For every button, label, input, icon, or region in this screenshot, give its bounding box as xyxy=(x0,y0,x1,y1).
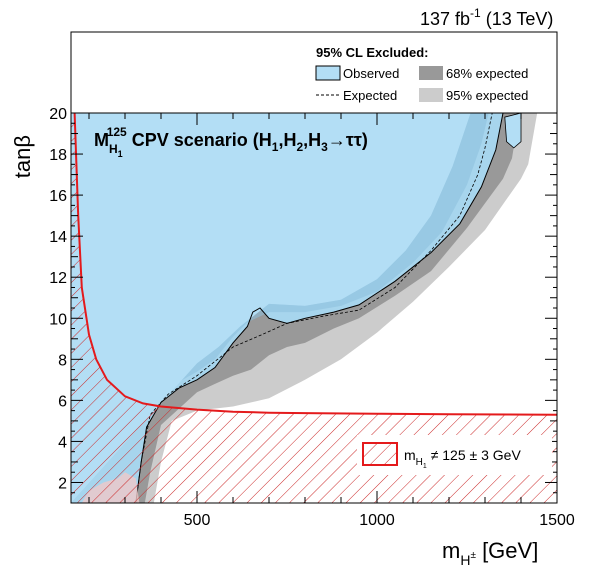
lumi-label: 137 fb-1 (13 TeV) xyxy=(420,6,553,29)
hatch-legend-m: m xyxy=(404,447,416,463)
scenario-s3: 3 xyxy=(321,140,328,154)
hatch-legend-swatch xyxy=(362,442,398,466)
y-tick-label-8: 8 xyxy=(58,352,67,369)
legend-band95-label: 95% expected xyxy=(446,88,528,103)
scenario-label: MH1125 CPV scenario (H1,H2,H3→ττ) xyxy=(94,125,368,159)
scenario-sub: H xyxy=(109,142,118,156)
svg-text:mH± [GeV]: mH± [GeV] xyxy=(442,538,538,568)
legend-band68-swatch xyxy=(419,66,443,80)
y-tick-label-10: 10 xyxy=(49,311,67,328)
scenario-rest: CPV scenario (H xyxy=(127,130,272,150)
y-tick-label-2: 2 xyxy=(58,475,67,492)
hatch-boundary xyxy=(73,113,557,416)
lumi-sup: -1 xyxy=(470,6,481,20)
scenario-m: M xyxy=(94,130,109,150)
x-axis-label: mH± [GeV] xyxy=(442,538,538,568)
legend-frame xyxy=(70,31,558,114)
expected-line xyxy=(135,113,493,503)
scenario-s1: 1 xyxy=(272,140,279,154)
x-tick-label-1500: 1500 xyxy=(539,512,575,529)
scenario-arrow: →ττ) xyxy=(328,130,368,150)
scenario-s2: 2 xyxy=(296,140,303,154)
xlabel-sub: H xyxy=(460,552,470,568)
y-tick-label-12: 12 xyxy=(49,270,67,287)
y-tick-label-18: 18 xyxy=(49,147,67,164)
y-tick-label-16: 16 xyxy=(49,188,67,205)
legend-title: 95% CL Excluded: xyxy=(316,45,428,60)
x-tick-label-500: 500 xyxy=(184,512,211,529)
scenario-sup: 125 xyxy=(107,125,127,139)
observed-island xyxy=(504,113,522,149)
y-tick-label-4: 4 xyxy=(58,434,67,451)
y-tick-label-6: 6 xyxy=(58,393,67,410)
xlabel-subsup: ± xyxy=(470,550,476,561)
y-tick-label-14: 14 xyxy=(49,229,67,246)
legend-band95-swatch xyxy=(419,88,443,102)
legend-band68-label: 68% expected xyxy=(446,66,528,81)
xlabel-m: m xyxy=(442,538,460,563)
scenario-comma1: ,H xyxy=(278,130,296,150)
lumi-main: 137 fb xyxy=(420,9,470,29)
legend-expected-label: Expected xyxy=(343,88,397,103)
plot-layer xyxy=(71,113,557,503)
svg-text:MH1125 CPV scenario (H1,H2,H3→: MH1125 CPV scenario (H1,H2,H3→ττ) xyxy=(94,125,368,159)
hatch-legend-post: ≠ 125 ± 3 GeV xyxy=(427,447,522,463)
xlabel-unit: [GeV] xyxy=(476,538,538,563)
hatch-legend: mH1 ≠ 125 ± 3 GeV xyxy=(357,435,552,475)
x-tick-label-1000: 1000 xyxy=(359,512,395,529)
observed-core xyxy=(71,113,471,503)
lumi-tail: (13 TeV) xyxy=(481,9,554,29)
hatch-legend-subsub: 1 xyxy=(423,463,427,470)
hatch-legend-sub: H xyxy=(416,457,423,468)
scenario-comma2: ,H xyxy=(303,130,321,150)
y-axis-label: tanβ xyxy=(10,135,35,178)
y-tick-label-20: 20 xyxy=(49,106,67,123)
svg-text:137 fb-1 (13 TeV): 137 fb-1 (13 TeV) xyxy=(420,6,553,29)
legend-observed-label: Observed xyxy=(343,66,399,81)
band95-area xyxy=(71,113,538,503)
scenario-subsub: 1 xyxy=(118,149,123,159)
legend-observed-swatch xyxy=(315,65,341,81)
svg-text:mH1 ≠ 125 ± 3 GeV: mH1 ≠ 125 ± 3 GeV xyxy=(404,447,521,470)
